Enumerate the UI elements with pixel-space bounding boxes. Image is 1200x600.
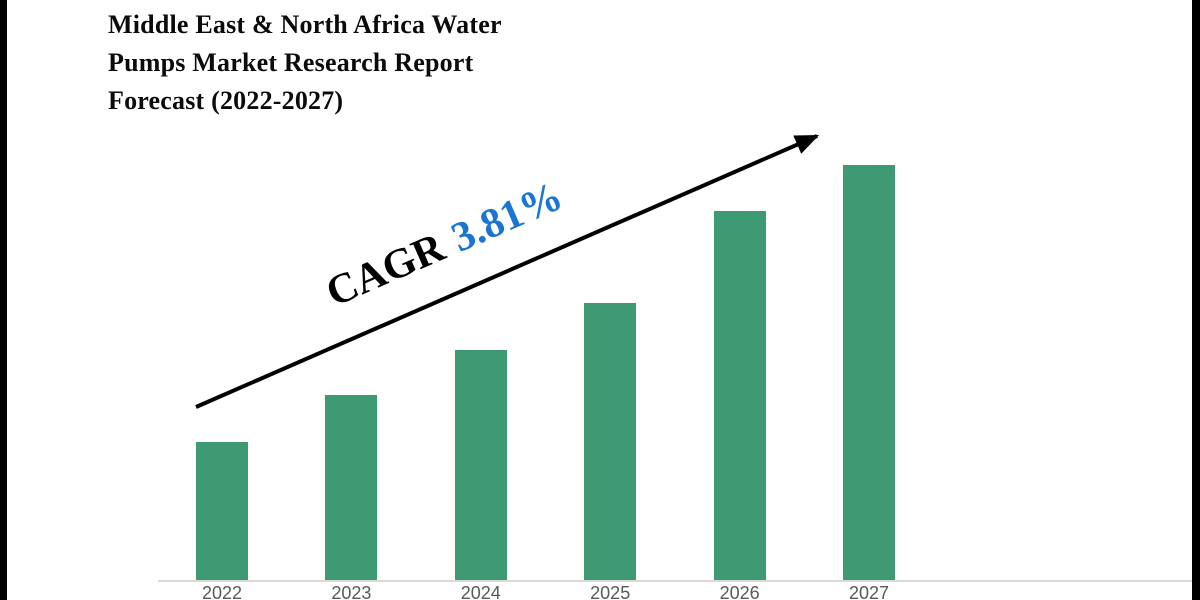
chart-title: Middle East & North Africa Water Pumps M… xyxy=(108,6,502,120)
bar-2024 xyxy=(454,350,507,580)
bar-2026 xyxy=(713,211,766,580)
chart-title-line-1: Middle East & North Africa Water xyxy=(108,10,502,39)
bar-2022 xyxy=(196,442,248,580)
x-axis-line xyxy=(158,580,1192,582)
x-tick-label-2022: 2022 xyxy=(201,583,243,600)
left-edge-strip xyxy=(0,0,7,600)
x-tick-label-2027: 2027 xyxy=(848,583,890,600)
chart-title-line-3: Forecast (2022-2027) xyxy=(108,86,344,115)
bar-2027 xyxy=(843,165,895,580)
right-edge-strip xyxy=(1192,0,1200,600)
x-tick-label-2023: 2023 xyxy=(331,583,372,600)
chart-title-line-2: Pumps Market Research Report xyxy=(108,48,474,77)
bar-2025 xyxy=(584,303,637,580)
x-tick-label-2026: 2026 xyxy=(719,583,760,600)
bar-2023 xyxy=(325,395,378,580)
x-tick-label-2024: 2024 xyxy=(460,583,501,600)
x-tick-label-2025: 2025 xyxy=(590,583,631,600)
